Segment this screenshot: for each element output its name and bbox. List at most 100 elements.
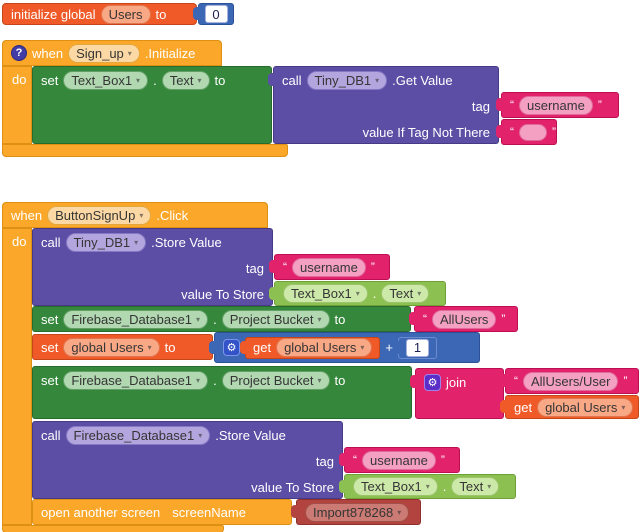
when-block-left-spine[interactable]: do	[2, 228, 32, 525]
plug-connector	[209, 340, 217, 354]
call-label: call	[41, 427, 61, 443]
block-screen-name-dropdown[interactable]: Import878268 ▾	[291, 499, 421, 525]
component-dropdown-buttonsignup[interactable]: ButtonSignUp ▾	[47, 205, 152, 225]
variable-name-text: Users	[108, 6, 143, 22]
close-quote: ”	[552, 125, 556, 139]
text-string-field[interactable]: AllUsers	[432, 309, 497, 329]
variable-dropdown-global-users[interactable]: global Users ▾	[276, 338, 373, 357]
text-string-field[interactable]: username	[292, 257, 366, 277]
block-call-tinydb-getvalue[interactable]: call Tiny_DB1 ▾ .Get Value tag value If …	[268, 66, 499, 144]
mutator-gear-icon[interactable]: ⚙	[424, 373, 441, 391]
variable-dropdown-global-users[interactable]: global Users ▾	[537, 397, 634, 417]
property-dropdown-text[interactable]: Text ▾	[451, 477, 500, 496]
text-string-field[interactable]: username	[519, 95, 593, 115]
plug-connector	[496, 125, 504, 138]
event-label: .Click	[156, 207, 189, 223]
component-name: Text_Box1	[361, 479, 422, 494]
text-string: username	[300, 259, 358, 275]
method-label: .Store Value	[151, 234, 222, 250]
block-when-signup-initialize[interactable]: ? when Sign_up ▾ .Initialize	[2, 40, 222, 66]
text-string-field[interactable]: AllUsers/User	[523, 371, 619, 391]
plug-connector	[500, 400, 508, 413]
block-text-allusers[interactable]: “ AllUsers ”	[409, 306, 518, 332]
value-if-tag-not-there-label: value If Tag Not There	[362, 124, 490, 140]
call-label: call	[41, 234, 61, 250]
number-field[interactable]: 1	[405, 338, 429, 357]
block-call-tinydb-storevalue[interactable]: call Tiny_DB1 ▾ .Store Value tag value T…	[32, 228, 273, 306]
when-block-bottom-bar[interactable]	[2, 525, 224, 532]
component-name: Text_Box1	[291, 286, 352, 301]
component-dropdown-tinydb1[interactable]: Tiny_DB1 ▾	[65, 232, 147, 252]
block-text-username[interactable]: “ username ”	[339, 447, 460, 473]
block-get-global-users[interactable]: get global Users ▾	[240, 336, 381, 359]
property-dropdown-text[interactable]: Text ▾	[161, 70, 210, 90]
mutator-gear-icon[interactable]: ⚙	[223, 339, 240, 356]
component-dropdown-firebase[interactable]: Firebase_Database1 ▾	[63, 309, 209, 329]
when-block-bottom-bar[interactable]	[2, 144, 288, 157]
block-number-one[interactable]: 1	[392, 336, 437, 359]
text-string-field[interactable]	[519, 123, 547, 141]
variable-dropdown-global-users[interactable]: global Users ▾	[63, 337, 160, 357]
component-dropdown-firebase[interactable]: Firebase_Database1 ▾	[65, 425, 211, 445]
block-text-username[interactable]: “ username ”	[269, 254, 390, 280]
property-dropdown-text[interactable]: Text ▾	[381, 284, 430, 303]
text-string-field[interactable]: username	[362, 450, 436, 470]
property-name: Text	[169, 72, 194, 88]
block-initialize-global[interactable]: initialize global Users to	[2, 3, 197, 25]
open-quote: “	[353, 453, 357, 467]
plug-connector	[496, 98, 504, 111]
block-math-plus[interactable]: ⚙ get global Users ▾ + 1	[209, 332, 480, 363]
chevron-down-icon: ▾	[198, 430, 203, 440]
component-name: Text_Box1	[71, 72, 133, 88]
property-name: Text	[389, 286, 414, 301]
question-badge-icon[interactable]: ?	[11, 45, 27, 61]
block-set-firebase-projectbucket-2[interactable]: set Firebase_Database1 ▾ . Project Bucke…	[32, 366, 412, 419]
block-set-textbox-text[interactable]: set Text_Box1 ▾ . Text ▾ to	[32, 66, 272, 144]
chevron-down-icon: ▾	[317, 375, 322, 385]
join-row: ⚙ join	[416, 369, 503, 395]
open-quote: “	[283, 260, 287, 274]
block-get-global-users[interactable]: get global Users ▾	[500, 395, 639, 419]
plus-operator-label: +	[385, 340, 393, 355]
close-quote: ”	[623, 374, 628, 388]
get-label: get	[253, 340, 272, 355]
variable-name: global Users	[545, 399, 618, 415]
component-dropdown-tinydb1[interactable]: Tiny_DB1 ▾	[306, 70, 388, 90]
component-dropdown-textbox1[interactable]: Text_Box1 ▾	[63, 70, 149, 90]
property-dropdown-projectbucket[interactable]: Project Bucket ▾	[221, 309, 330, 329]
do-label: do	[12, 234, 27, 249]
block-text-username[interactable]: “ username ”	[496, 92, 619, 118]
value-to-store-label: value To Store	[181, 286, 264, 302]
block-text-allusers-user[interactable]: “ AllUsers/User ”	[500, 368, 639, 394]
close-quote: ”	[370, 260, 375, 274]
block-text-empty[interactable]: “ ”	[496, 119, 557, 145]
screen-name-dropdown-field[interactable]: Import878268 ▾	[305, 502, 410, 522]
block-when-buttonsignup-click[interactable]: when ButtonSignUp ▾ .Click	[2, 202, 268, 228]
block-call-firebase-storevalue[interactable]: call Firebase_Database1 ▾ .Store Value t…	[32, 421, 343, 499]
block-number-zero[interactable]: 0	[193, 3, 234, 25]
param-row-tag: tag	[33, 255, 272, 281]
number-field[interactable]: 0	[204, 5, 228, 23]
block-join[interactable]: ⚙ join	[410, 368, 504, 419]
component-dropdown-textbox1[interactable]: Text_Box1 ▾	[353, 477, 438, 496]
chevron-down-icon: ▾	[621, 402, 626, 412]
component-dropdown-signup[interactable]: Sign_up ▾	[68, 43, 140, 63]
number-text: 1	[413, 340, 422, 355]
variable-name-field[interactable]: Users	[100, 4, 151, 24]
component-dropdown-firebase[interactable]: Firebase_Database1 ▾	[63, 370, 209, 390]
property-dropdown-projectbucket[interactable]: Project Bucket ▾	[221, 370, 330, 390]
when-block-left-spine[interactable]: do	[2, 66, 32, 144]
variable-name: global Users	[284, 340, 357, 355]
chevron-down-icon: ▾	[139, 210, 144, 220]
property-name: Text	[459, 479, 484, 494]
to-label: to	[164, 339, 176, 355]
block-set-global-users[interactable]: set global Users ▾ to	[32, 334, 213, 360]
chevron-down-icon: ▾	[425, 482, 430, 491]
block-getter-textbox-text[interactable]: Text_Box1 ▾ . Text ▾	[269, 281, 446, 306]
component-dropdown-textbox1[interactable]: Text_Box1 ▾	[283, 284, 368, 303]
block-open-another-screen[interactable]: open another screen screenName	[32, 499, 292, 525]
chevron-down-icon: ▾	[375, 75, 380, 85]
block-set-firebase-projectbucket-1[interactable]: set Firebase_Database1 ▾ . Project Bucke…	[32, 306, 411, 332]
block-getter-textbox-text[interactable]: Text_Box1 ▾ . Text ▾	[339, 474, 516, 499]
